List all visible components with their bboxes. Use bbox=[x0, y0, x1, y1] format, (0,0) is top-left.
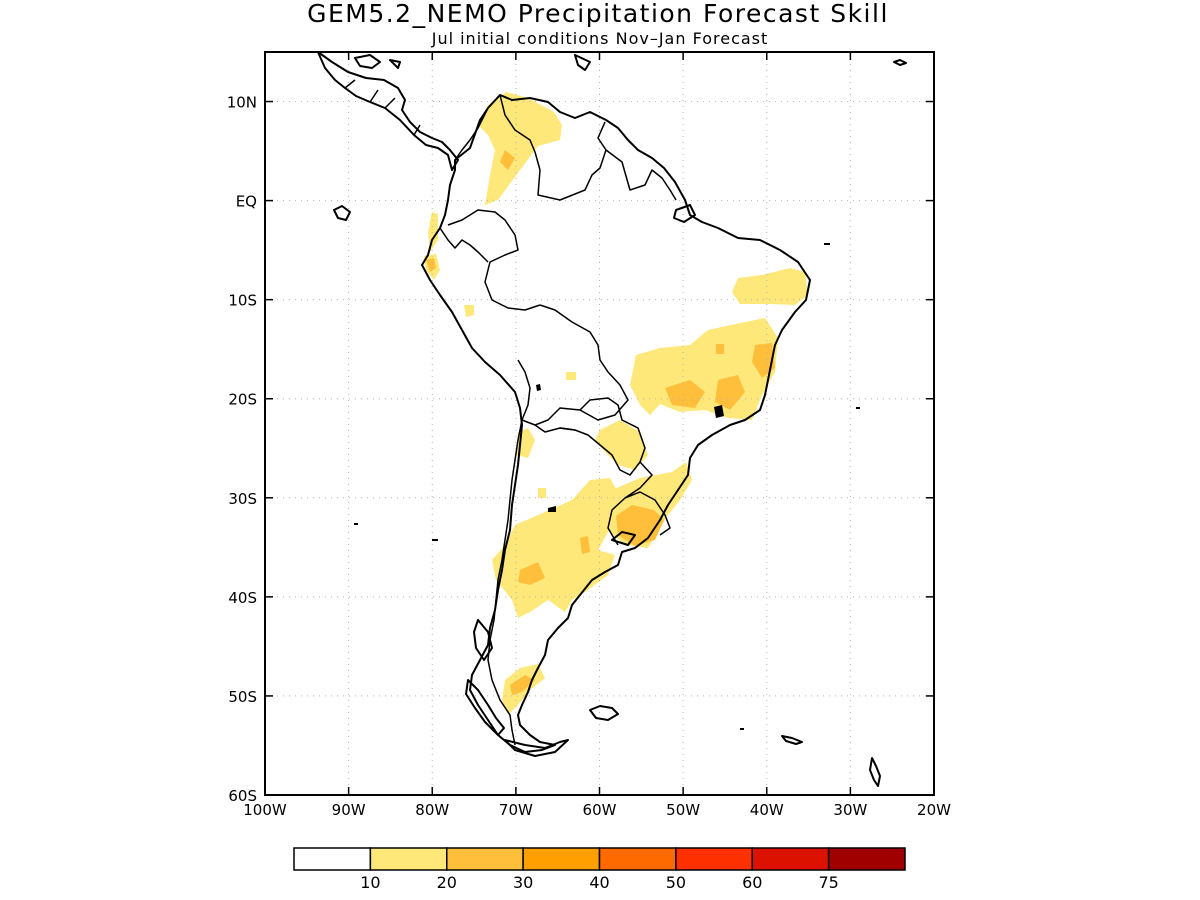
lat-tick-label: 30S bbox=[228, 490, 257, 508]
lon-tick-label: 90W bbox=[332, 801, 366, 819]
skill-region-colombia-core bbox=[500, 150, 515, 170]
coast-falklands bbox=[589, 705, 619, 721]
border-central-america bbox=[344, 79, 421, 136]
colorbar-swatch bbox=[522, 847, 601, 871]
lon-tick-label: 70W bbox=[499, 801, 533, 819]
lake-patos bbox=[548, 506, 556, 512]
skill-region-bolivia-spot bbox=[566, 372, 576, 380]
skill-region-uruguay-core bbox=[616, 505, 664, 546]
lat-tick-label: 50S bbox=[228, 688, 257, 706]
longitude-ticks: 100W 90W 80W 70W 60W 50W 40W 30W 20W bbox=[243, 52, 951, 819]
skill-region-brazil-spot bbox=[716, 344, 724, 354]
colorbar-swatch bbox=[293, 847, 372, 871]
map-subtitle: Jul initial conditions Nov–Jan Forecast bbox=[431, 29, 769, 48]
border-uruguay-brazil bbox=[624, 491, 671, 536]
coastlines bbox=[317, 51, 907, 787]
lat-tick-label: 20S bbox=[228, 391, 257, 409]
skill-region-argentina-spot bbox=[580, 536, 590, 554]
border-peru-bolivia-brazil bbox=[521, 304, 629, 426]
skill-region-brazil-core-b bbox=[715, 375, 745, 410]
lon-tick-label: 80W bbox=[415, 801, 449, 819]
lat-tick-label: 10N bbox=[227, 94, 257, 112]
skill-region-ne-brazil bbox=[732, 268, 808, 305]
colorbar-label: 60 bbox=[742, 873, 762, 892]
map-background bbox=[265, 52, 934, 795]
border-argentina-north bbox=[534, 424, 576, 433]
coast-rio-plata bbox=[611, 531, 636, 546]
lon-tick-label: 50W bbox=[666, 801, 700, 819]
border-argentina-chile bbox=[487, 419, 523, 746]
coast-central-america bbox=[317, 51, 459, 171]
skill-region-northwest bbox=[478, 92, 562, 205]
skill-region-argentina-north-spot bbox=[538, 488, 546, 498]
lon-tick-label: 20W bbox=[917, 801, 951, 819]
colorbar-label: 50 bbox=[666, 873, 686, 892]
map-area: 100W 90W 80W 70W 60W 50W 40W 30W 20W 10N EQ 10S 20S… bbox=[227, 51, 951, 819]
skill-region-peru-core bbox=[426, 258, 436, 272]
skill-region-peru-spot bbox=[464, 305, 474, 317]
coast-small-islets bbox=[354, 59, 907, 730]
lat-tick-label: EQ bbox=[236, 193, 257, 211]
lat-tick-label: 10S bbox=[228, 292, 257, 310]
border-guianas bbox=[605, 149, 677, 201]
colorbar-swatch bbox=[675, 847, 753, 871]
lon-tick-label: 40W bbox=[750, 801, 784, 819]
skill-region-argentina-core bbox=[518, 562, 545, 585]
colorbar-label: 30 bbox=[513, 873, 533, 892]
coast-galapagos bbox=[333, 205, 351, 221]
colorbar-swatch bbox=[827, 847, 906, 871]
border-colombia-venezuela bbox=[499, 94, 607, 201]
skill-region-paraguay bbox=[595, 420, 648, 470]
coast-tierra-del-fuego bbox=[504, 739, 569, 757]
colorbar: 10 20 30 40 50 60 75 bbox=[293, 847, 906, 892]
lake-furnas bbox=[714, 405, 724, 418]
coast-south-georgia bbox=[781, 735, 803, 745]
lat-tick-label: 60S bbox=[228, 787, 257, 805]
colorbar-swatch bbox=[369, 847, 448, 871]
colorbar-swatch bbox=[598, 847, 677, 871]
lon-tick-label: 100W bbox=[243, 801, 287, 819]
lat-tick-label: 40S bbox=[228, 589, 257, 607]
coast-south-america bbox=[421, 94, 811, 753]
colorbar-label: 10 bbox=[360, 873, 380, 892]
colorbar-label: 20 bbox=[437, 873, 457, 892]
colorbar-swatch bbox=[751, 847, 830, 871]
colorbar-label: 40 bbox=[589, 873, 609, 892]
lon-tick-label: 30W bbox=[833, 801, 867, 819]
coast-chile-archipelago bbox=[465, 619, 505, 736]
latitude-ticks: 10N EQ 10S 20S 30S 40S 50S 60S bbox=[227, 94, 934, 805]
border-colombia-ecuador-peru bbox=[447, 209, 541, 311]
lake-titicaca bbox=[536, 384, 541, 391]
lon-tick-label: 60W bbox=[583, 801, 617, 819]
skill-region-brazil-core-a bbox=[665, 380, 705, 408]
country-borders bbox=[344, 79, 677, 746]
coast-south-sandwich bbox=[869, 757, 881, 787]
border-panama-colombia bbox=[454, 107, 489, 161]
border-bolivia-west bbox=[517, 359, 531, 421]
coast-marajo bbox=[673, 204, 696, 223]
skill-region-patagonia-core bbox=[510, 675, 535, 695]
colorbar-swatch bbox=[446, 847, 524, 871]
colorbar-label: 75 bbox=[818, 873, 838, 892]
border-ecuador-peru bbox=[439, 227, 489, 263]
coast-caribbean-isles bbox=[354, 54, 591, 71]
map-title: GEM5.2_NEMO Precipitation Forecast Skill bbox=[307, 0, 889, 28]
